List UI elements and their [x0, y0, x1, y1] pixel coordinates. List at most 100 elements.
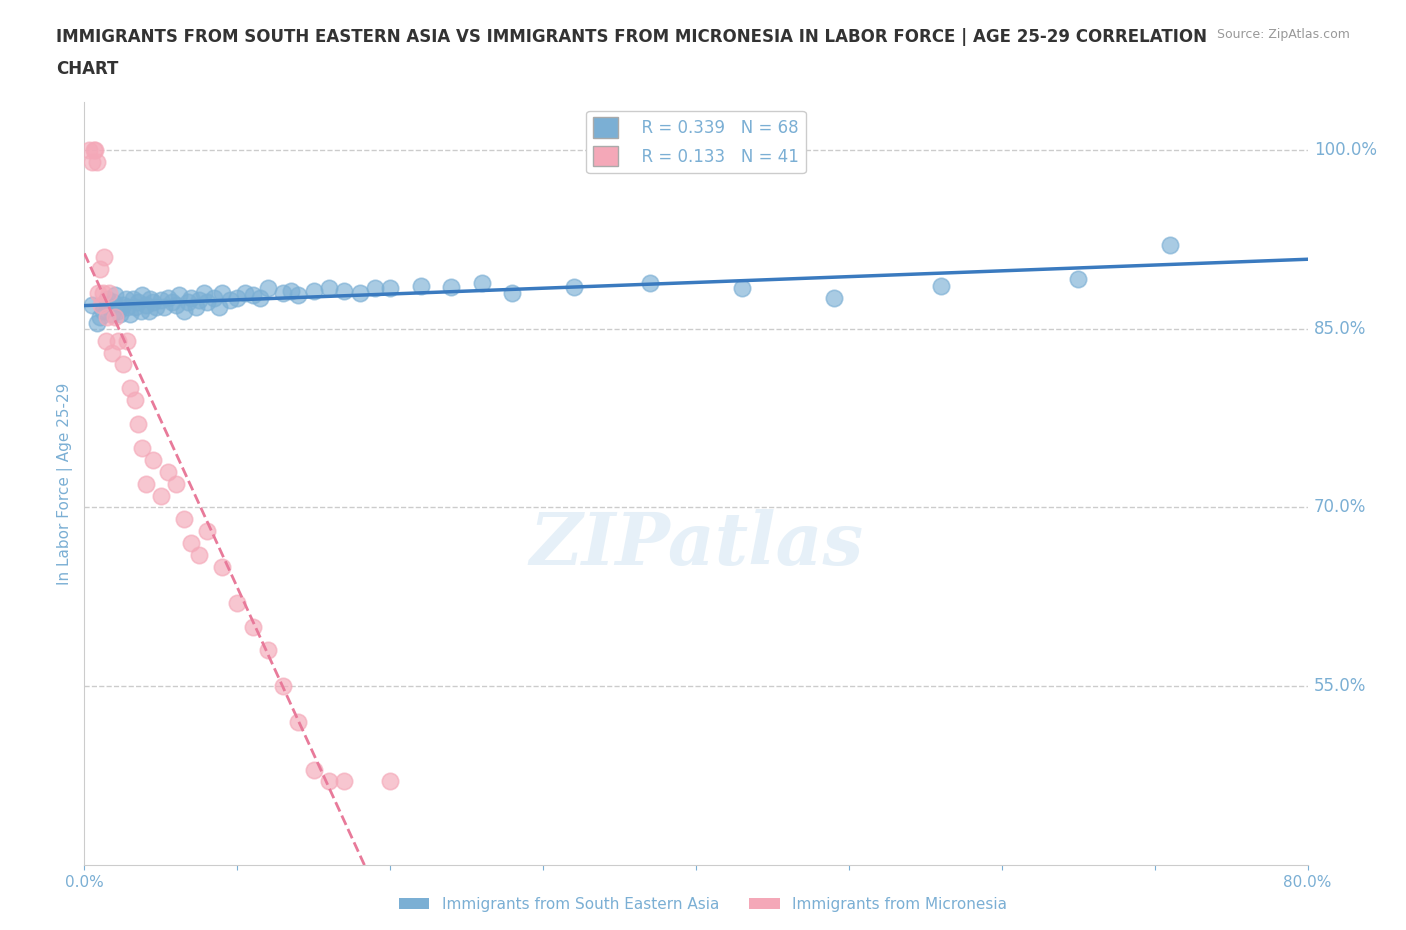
Point — [101, 307, 124, 322]
Point — [364, 281, 387, 296]
Point — [731, 281, 754, 296]
Point — [89, 310, 111, 325]
Point — [107, 333, 129, 348]
Text: 100.0%: 100.0% — [1313, 141, 1376, 159]
Point — [94, 333, 117, 348]
Point — [115, 299, 138, 314]
Point — [167, 288, 190, 303]
Point — [823, 290, 845, 305]
Point — [226, 595, 249, 610]
Point — [131, 441, 153, 456]
Text: IMMIGRANTS FROM SOUTH EASTERN ASIA VS IMMIGRANTS FROM MICRONESIA IN LABOR FORCE : IMMIGRANTS FROM SOUTH EASTERN ASIA VS IM… — [56, 28, 1208, 46]
Point — [115, 333, 138, 348]
Point — [129, 303, 152, 318]
Point — [226, 290, 249, 305]
Point — [157, 290, 180, 305]
Point — [153, 299, 176, 314]
Point — [177, 295, 200, 310]
Point — [929, 278, 952, 293]
Text: 85.0%: 85.0% — [1313, 320, 1367, 338]
Point — [1067, 272, 1090, 286]
Point — [233, 286, 256, 300]
Point — [211, 560, 233, 575]
Point — [257, 643, 280, 658]
Point — [1159, 238, 1181, 253]
Y-axis label: In Labor Force | Age 25-29: In Labor Force | Age 25-29 — [58, 382, 73, 585]
Point — [280, 283, 302, 298]
Point — [86, 154, 108, 169]
Point — [96, 291, 118, 306]
Point — [184, 299, 207, 314]
Point — [173, 512, 195, 526]
Point — [96, 310, 118, 325]
Point — [195, 295, 218, 310]
Point — [173, 303, 195, 318]
Point — [257, 281, 280, 296]
Point — [104, 310, 127, 325]
Point — [135, 298, 157, 312]
Point — [84, 142, 107, 157]
Point — [195, 524, 218, 538]
Point — [122, 291, 145, 306]
Point — [160, 295, 183, 310]
Point — [287, 714, 309, 729]
Legend: Immigrants from South Eastern Asia, Immigrants from Micronesia: Immigrants from South Eastern Asia, Immi… — [392, 891, 1014, 918]
Point — [108, 307, 131, 322]
Point — [249, 290, 271, 305]
Text: CHART: CHART — [56, 60, 118, 78]
Point — [502, 286, 524, 300]
Point — [242, 288, 264, 303]
Point — [91, 286, 114, 300]
Point — [120, 381, 142, 396]
Point — [96, 298, 118, 312]
Point — [471, 276, 494, 291]
Legend:   R = 0.339   N = 68,   R = 0.133   N = 41: R = 0.339 N = 68, R = 0.133 N = 41 — [586, 111, 806, 173]
Point — [89, 261, 111, 276]
Point — [111, 298, 134, 312]
Point — [145, 299, 167, 314]
Point — [165, 476, 187, 491]
Text: 70.0%: 70.0% — [1313, 498, 1367, 516]
Point — [135, 476, 157, 491]
Point — [180, 290, 202, 305]
Point — [139, 291, 162, 306]
Point — [208, 299, 231, 314]
Point — [86, 315, 108, 330]
Point — [242, 619, 264, 634]
Point — [138, 303, 160, 318]
Text: 55.0%: 55.0% — [1313, 677, 1367, 695]
Point — [131, 288, 153, 303]
Point — [318, 774, 340, 789]
Point — [165, 298, 187, 312]
Point — [97, 299, 120, 314]
Text: ZIPatlas: ZIPatlas — [529, 509, 863, 580]
Point — [90, 298, 112, 312]
Point — [193, 286, 215, 300]
Point — [127, 295, 149, 310]
Point — [120, 307, 142, 322]
Point — [318, 281, 340, 296]
Point — [188, 548, 211, 563]
Point — [104, 288, 127, 303]
Point — [157, 464, 180, 479]
Point — [302, 763, 325, 777]
Point — [333, 283, 356, 298]
Point — [77, 142, 100, 157]
Point — [349, 286, 371, 300]
Point — [211, 286, 233, 300]
Point — [114, 291, 136, 306]
Point — [149, 488, 172, 503]
Point — [91, 303, 114, 318]
Point — [440, 280, 463, 295]
Point — [111, 357, 134, 372]
Point — [80, 154, 103, 169]
Point — [380, 774, 402, 789]
Point — [271, 679, 294, 694]
Point — [180, 536, 202, 551]
Point — [562, 280, 585, 295]
Point — [107, 303, 129, 318]
Point — [103, 295, 125, 310]
Point — [638, 276, 661, 291]
Point — [302, 283, 325, 298]
Point — [87, 286, 110, 300]
